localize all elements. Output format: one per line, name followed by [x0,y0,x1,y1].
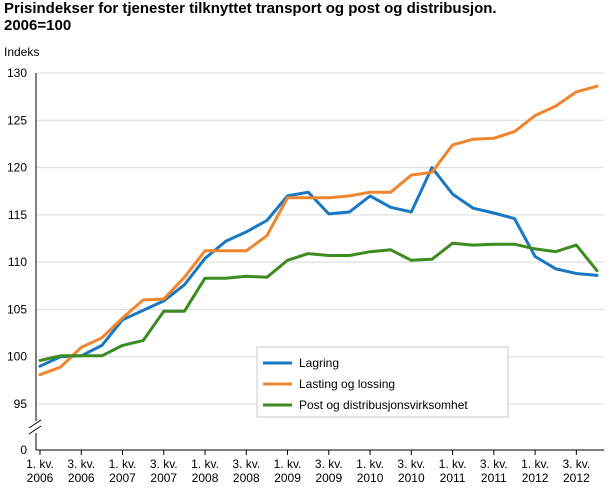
y-tick-label: 130 [7,66,27,80]
x-tick-label-quarter: 1. kv. [109,457,137,471]
series-line-2 [38,84,599,377]
y-tick-label: 125 [7,113,27,127]
x-tick-label-quarter: 1. kv. [191,457,219,471]
axis-break-marker [28,419,43,435]
x-tick-label-quarter: 1. kv. [356,457,384,471]
x-tick-label-year: 2006 [68,471,95,485]
x-tick-label-quarter: 3. kv. [150,457,178,471]
chart-subtitle: 2006=100 [4,17,72,34]
x-tick-label-year: 2006 [27,471,54,485]
x-tick-label-year: 2011 [481,471,507,485]
x-tick-label-quarter: 3. kv. [480,457,508,471]
x-tick-label-year: 2008 [233,471,260,485]
x-tick-label-quarter: 1. kv. [439,457,467,471]
x-tick-label-year: 2007 [109,471,136,485]
x-tick-label-year: 2012 [522,471,549,485]
x-tick-label-year: 2011 [440,471,466,485]
y-tick-label: 120 [7,161,27,175]
y-tick-label: 0 [20,443,27,457]
series-line-1 [38,166,599,368]
x-tick-label-year: 2012 [563,471,590,485]
y-tick-label: 115 [8,208,27,222]
series-lines [38,84,599,377]
legend-entry-label: Post og distribusjonsvirksomhet [299,398,468,412]
x-tick-label-quarter: 3. kv. [232,457,260,471]
y-axis-label: Indeks [4,45,39,59]
x-tick-label-year: 2010 [357,471,384,485]
axes [28,73,604,455]
series-line-3 [38,241,599,362]
x-tick-label-year: 2009 [315,471,342,485]
legend-entry-label: Lagring [299,356,339,370]
y-tick-label: 105 [7,302,27,316]
chart-title-line1: Prisindekser for tjenester tilknyttet tr… [4,0,497,17]
x-tick-label-quarter: 3. kv. [562,457,590,471]
y-tick-label: 110 [8,255,27,269]
x-tick-label-quarter: 3. kv. [397,457,425,471]
x-tick-label-year: 2008 [192,471,219,485]
x-tick-label-year: 2009 [274,471,301,485]
x-tick-label-quarter: 3. kv. [67,457,95,471]
x-tick-label-quarter: 1. kv. [521,457,549,471]
legend-entry-label: Lasting og lossing [299,377,395,391]
x-tick-label-year: 2010 [398,471,425,485]
x-tick-label-quarter: 1. kv. [26,457,54,471]
y-tick-label: 100 [7,350,27,364]
y-tick-labels: 0 95 100 105 110 115 120 125 130 [7,66,27,457]
x-tick-label-quarter: 3. kv. [315,457,343,471]
x-tick-label-quarter: 1. kv. [274,457,302,471]
y-tick-label: 95 [14,397,28,411]
legend-box [256,346,509,418]
x-tick-label-year: 2007 [150,471,177,485]
legend: Lagring Lasting og lossing Post og distrib… [256,346,509,418]
chart-title: Prisindekser for tjenester tilknyttet tr… [4,0,497,34]
